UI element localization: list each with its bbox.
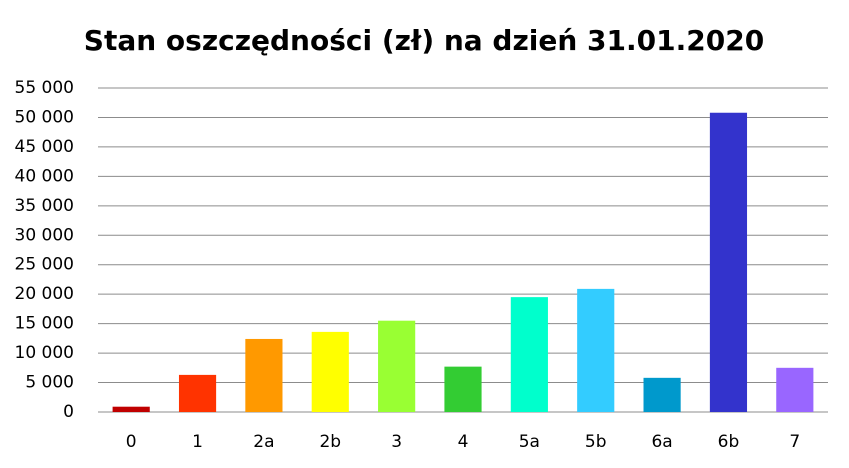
bar: [378, 320, 416, 412]
y-tick-label: 35 000: [15, 196, 74, 216]
x-tick-label: 5a: [519, 432, 540, 452]
x-tick-label: 5b: [585, 432, 607, 452]
y-tick-label: 20 000: [15, 284, 74, 304]
x-tick-label: 2a: [253, 432, 274, 452]
x-tick-label: 0: [126, 432, 137, 452]
bar: [311, 331, 349, 412]
y-tick-label: 0: [63, 402, 74, 422]
bar: [776, 367, 814, 412]
y-tick-label: 40 000: [15, 166, 74, 186]
x-tick-label: 2b: [319, 432, 341, 452]
x-tick-label: 3: [391, 432, 402, 452]
y-tick-label: 55 000: [15, 78, 74, 98]
y-tick-label: 10 000: [15, 343, 74, 363]
y-tick-label: 50 000: [15, 107, 74, 127]
y-tick-label: 30 000: [15, 225, 74, 245]
y-tick-label: 45 000: [15, 137, 74, 157]
bar: [510, 297, 548, 412]
bar: [577, 288, 615, 412]
x-tick-label: 4: [458, 432, 469, 452]
x-tick-label: 6b: [718, 432, 740, 452]
x-tick-label: 1: [192, 432, 203, 452]
x-tick-label: 7: [789, 432, 800, 452]
bar: [112, 406, 150, 412]
x-tick-label: 6a: [651, 432, 672, 452]
y-tick-label: 15 000: [15, 314, 74, 334]
bar: [178, 374, 217, 412]
chart-title: Stan oszczędności (zł) na dzień 31.01.20…: [84, 24, 764, 57]
bar: [643, 377, 681, 412]
bar: [245, 338, 283, 412]
bar: [709, 112, 748, 412]
bar: [444, 366, 482, 412]
y-tick-label: 5 000: [25, 373, 74, 393]
y-tick-label: 25 000: [15, 255, 74, 275]
